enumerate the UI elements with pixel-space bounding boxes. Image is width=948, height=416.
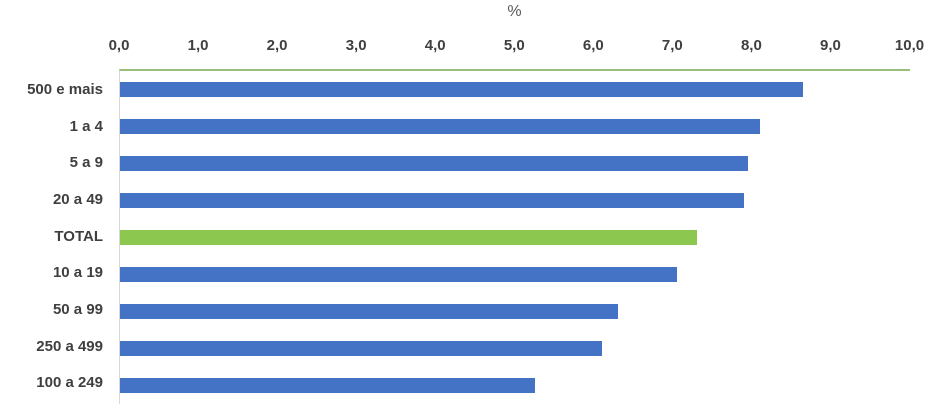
x-tick-label-1-0: 1,0 bbox=[187, 37, 209, 54]
category-label-20-a-49: 20 a 49 bbox=[52, 190, 103, 208]
chart-title: % bbox=[507, 3, 522, 20]
x-tick-label-5-0: 5,0 bbox=[503, 37, 525, 54]
x-tick-label-7-0: 7,0 bbox=[661, 37, 683, 54]
bar-row-5-a-9 bbox=[120, 145, 910, 182]
bar-row-1-a-4 bbox=[120, 108, 910, 145]
bar-row-total bbox=[120, 219, 910, 256]
x-tick-label-10-0: 10,0 bbox=[894, 37, 925, 54]
category-axis-labels: 500 e mais 1 a 4 5 a 9 20 a 49 TOTAL 10 a 19 5… bbox=[0, 71, 103, 401]
bar-100-a-249 bbox=[120, 378, 535, 393]
bar-row-100-a-249 bbox=[120, 367, 910, 404]
bar-row-50-a-99 bbox=[120, 293, 910, 330]
bar-500-e-mais bbox=[120, 82, 804, 97]
bar-total bbox=[120, 230, 697, 245]
bar-row-20-a-49 bbox=[120, 182, 910, 219]
category-label-5-a-9: 5 a 9 bbox=[69, 154, 103, 172]
category-label-10-a-19: 10 a 19 bbox=[52, 264, 103, 282]
x-tick-label-4-0: 4,0 bbox=[424, 37, 446, 54]
x-tick-label-0-0: 0,0 bbox=[108, 37, 130, 54]
category-label-total: TOTAL bbox=[54, 227, 103, 245]
bar-row-500-e-mais bbox=[120, 71, 910, 108]
bar-row-10-a-19 bbox=[120, 256, 910, 293]
bar-row-250-a-499 bbox=[120, 330, 910, 367]
plot-area bbox=[119, 69, 910, 404]
category-label-500-e-mais: 500 e mais bbox=[27, 80, 103, 98]
bar-250-a-499 bbox=[120, 341, 602, 356]
bar-1-a-4 bbox=[120, 119, 760, 134]
x-axis: 0,0 1,0 2,0 3,0 4,0 5,0 6,0 7,0 8,0 9,0 10,0 bbox=[0, 37, 948, 59]
category-label-250-a-499: 250 a 499 bbox=[36, 337, 103, 355]
bar-20-a-49 bbox=[120, 193, 745, 208]
bar-10-a-19 bbox=[120, 267, 677, 282]
x-tick-label-3-0: 3,0 bbox=[345, 37, 367, 54]
x-tick-label-2-0: 2,0 bbox=[266, 37, 288, 54]
x-tick-label-9-0: 9,0 bbox=[820, 37, 841, 54]
bar-5-a-9 bbox=[120, 156, 749, 171]
x-tick-label-6-0: 6,0 bbox=[582, 37, 604, 54]
category-label-100-a-249: 100 a 249 bbox=[36, 374, 103, 392]
category-label-1-a-4: 1 a 4 bbox=[69, 117, 103, 135]
category-label-50-a-99: 50 a 99 bbox=[52, 300, 103, 318]
bar-50-a-99 bbox=[120, 304, 618, 319]
x-tick-label-8-0: 8,0 bbox=[740, 37, 762, 54]
